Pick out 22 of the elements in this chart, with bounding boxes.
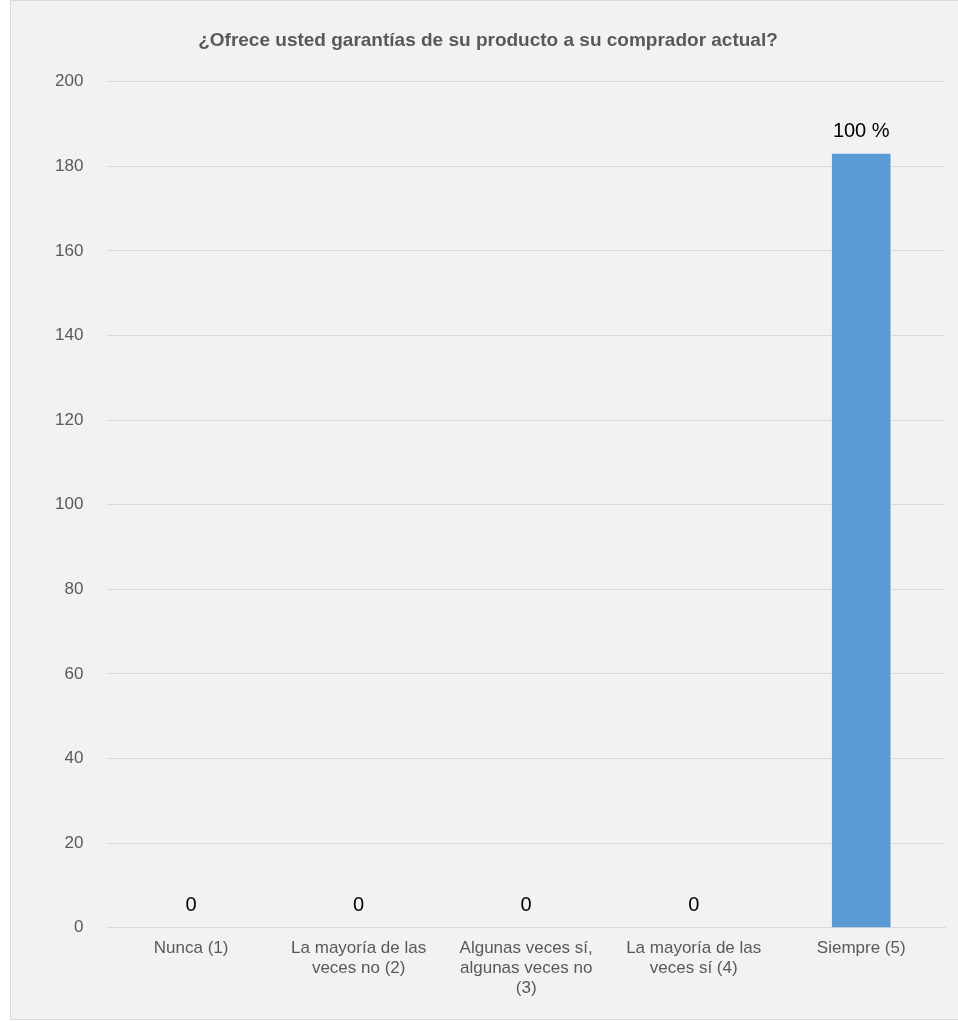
x-tick-label: Siempre (5) xyxy=(816,937,906,957)
y-tick-label: 20 xyxy=(64,832,84,852)
annotation: 0 xyxy=(520,893,532,916)
y-tick-label: 0 xyxy=(73,917,84,937)
y-tick-label: 140 xyxy=(54,325,84,345)
x-tick-label: Nunca (1) xyxy=(153,937,229,957)
chart-title: ¿Ofrece usted garantías de su producto a su comprador actual? xyxy=(198,28,778,50)
x-tick-label: La mayoría de las veces no (2) xyxy=(291,937,427,978)
x-tick-label: Algunas veces sí, algunas veces no (3) xyxy=(459,937,593,998)
y-tick-label: 120 xyxy=(54,409,84,429)
y-tick-label: 40 xyxy=(64,748,84,768)
y-tick-label: 80 xyxy=(64,579,84,599)
y-tick-label: 100 xyxy=(54,494,84,514)
y-tick-label: 60 xyxy=(64,663,84,683)
annotation: 0 xyxy=(353,893,365,916)
y-tick-label: 180 xyxy=(54,156,84,176)
x-tick-label: La mayoría de las veces sí (4) xyxy=(626,937,762,978)
annotation: 0 xyxy=(688,893,700,916)
annotation: 0 xyxy=(185,893,197,916)
y-tick-label: 160 xyxy=(54,240,84,260)
annotation: 100 % xyxy=(832,119,890,142)
y-tick-label: 200 xyxy=(54,71,84,91)
